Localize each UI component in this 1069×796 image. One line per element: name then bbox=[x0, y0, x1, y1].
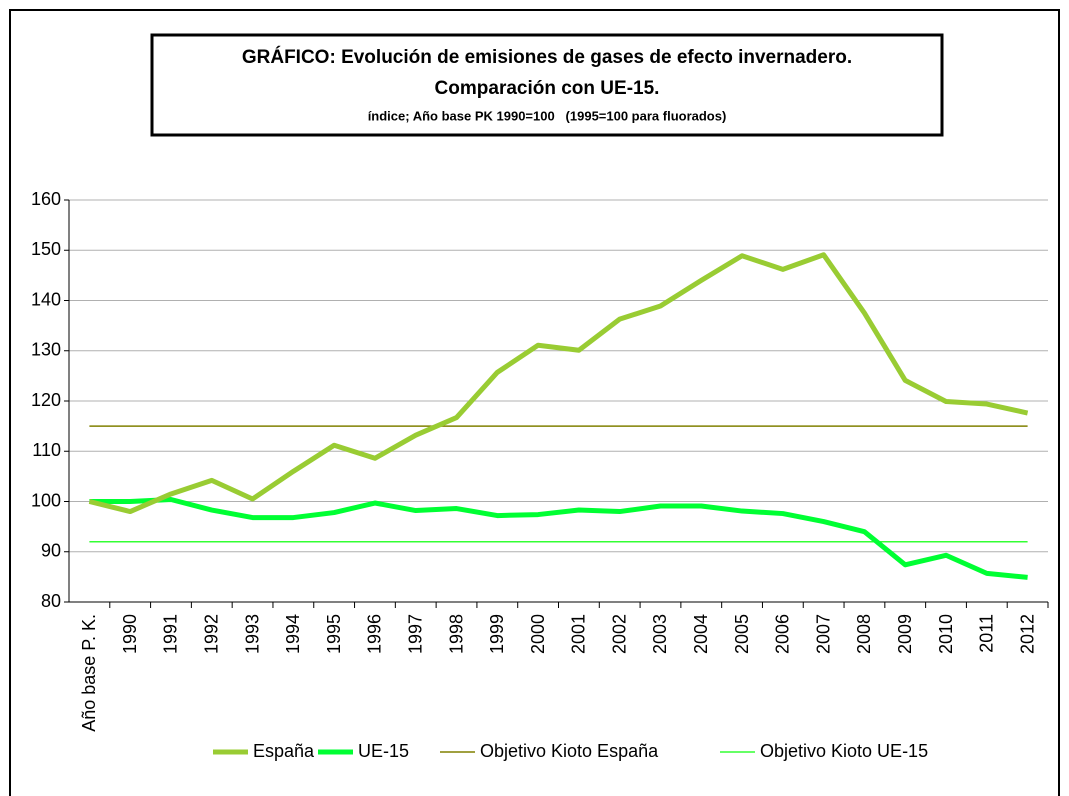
x-tick-label: 1998 bbox=[446, 614, 466, 654]
y-tick-label: 80 bbox=[41, 591, 61, 611]
title-box bbox=[150, 33, 944, 137]
x-tick-label: 2010 bbox=[936, 614, 956, 654]
series-line bbox=[89, 496, 1028, 580]
x-tick-label: 2000 bbox=[528, 614, 548, 654]
x-tick-label: 1996 bbox=[365, 614, 385, 654]
x-tick-label: 1992 bbox=[202, 614, 222, 654]
y-tick-label: 130 bbox=[31, 340, 61, 360]
y-tick-label: 120 bbox=[31, 390, 61, 410]
chart-title: Comparación con UE-15. bbox=[435, 78, 660, 99]
x-tick-label: 2003 bbox=[650, 614, 670, 654]
x-tick-label: 2006 bbox=[773, 614, 793, 654]
legend-label: UE-15 bbox=[358, 741, 409, 761]
y-tick-label: 100 bbox=[31, 490, 61, 510]
x-tick-label: 1990 bbox=[120, 614, 140, 654]
x-tick-label: 1994 bbox=[283, 614, 303, 654]
y-tick-label: 90 bbox=[41, 541, 61, 561]
legend-label: España bbox=[253, 741, 315, 761]
legend-label: Objetivo Kioto UE-15 bbox=[760, 741, 928, 761]
y-tick-label: 110 bbox=[32, 440, 61, 460]
x-tick-label: 2005 bbox=[732, 614, 752, 654]
x-tick-label: 2002 bbox=[609, 614, 629, 654]
x-tick-label: 2008 bbox=[854, 614, 874, 654]
x-tick-label: 1999 bbox=[487, 614, 507, 654]
x-tick-label: 2009 bbox=[895, 614, 915, 654]
x-tick-label: 2011 bbox=[977, 614, 997, 653]
frame bbox=[9, 9, 1060, 796]
chart-title: GRÁFICO: Evolución de emisiones de gases… bbox=[242, 46, 852, 68]
x-tick-label: 2001 bbox=[569, 614, 589, 654]
legend-label: Objetivo Kioto España bbox=[480, 741, 659, 761]
series-line bbox=[88, 252, 1029, 515]
x-tick-label: 1993 bbox=[242, 614, 262, 654]
x-tick-label: 1995 bbox=[324, 614, 344, 654]
chart-subtitle: índice; Año base PK 1990=100 (1995=100 p… bbox=[368, 108, 727, 123]
x-tick-label: 2012 bbox=[1017, 614, 1037, 654]
y-tick-label: 140 bbox=[31, 289, 61, 309]
x-tick-label: 2007 bbox=[813, 614, 833, 654]
x-tick-label: 2004 bbox=[691, 614, 711, 654]
x-tick-label: 1991 bbox=[161, 614, 181, 654]
x-tick-label: Año base P. K. bbox=[79, 614, 99, 732]
y-tick-label: 150 bbox=[31, 239, 61, 259]
y-tick-label: 160 bbox=[31, 189, 61, 209]
x-tick-label: 1997 bbox=[405, 614, 425, 654]
